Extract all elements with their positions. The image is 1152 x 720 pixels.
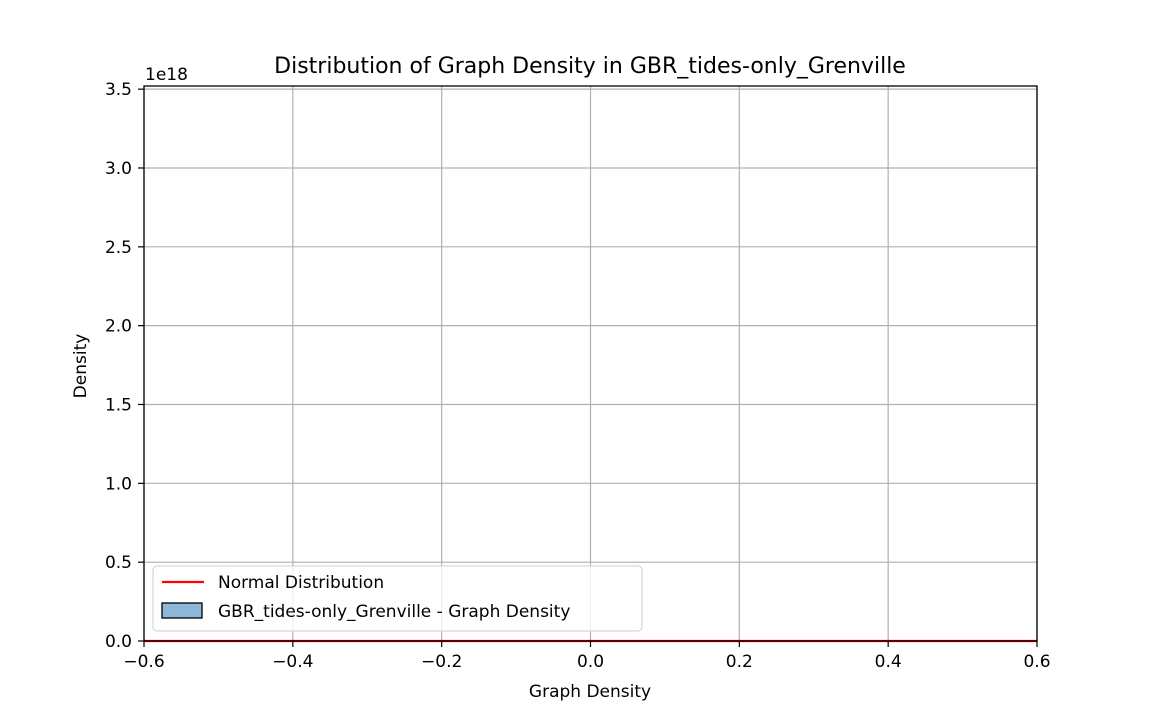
y-axis-label: Density: [71, 334, 91, 399]
x-tick-label: 0.2: [726, 652, 753, 672]
y-tick-label: 2.5: [105, 238, 132, 258]
y-tick-label: 3.0: [105, 159, 132, 179]
x-axis: −0.6 −0.4 −0.2 0.0 0.2 0.4 0.6: [123, 641, 1051, 672]
x-tick-label: 0.6: [1023, 652, 1050, 672]
y-tick-label: 1.0: [105, 474, 132, 494]
x-tick-label: −0.2: [421, 652, 462, 672]
y-axis-offset-label: 1e18: [145, 65, 188, 85]
y-tick-label: 3.5: [105, 80, 132, 100]
y-tick-label: 1.5: [105, 395, 132, 415]
x-tick-label: −0.4: [272, 652, 313, 672]
legend-entry-histogram: GBR_tides-only_Grenville - Graph Density: [218, 602, 570, 622]
x-axis-label: Graph Density: [529, 682, 651, 702]
x-tick-label: 0.0: [577, 652, 604, 672]
legend: Normal Distribution GBR_tides-only_Grenv…: [152, 565, 643, 632]
legend-entry-normal: Normal Distribution: [218, 573, 384, 593]
y-axis: 0.0 0.5 1.0 1.5 2.0 2.5 3.0 3.5: [105, 80, 144, 652]
y-tick-label: 0.0: [105, 632, 132, 652]
chart-title: Distribution of Graph Density in GBR_tid…: [274, 54, 906, 79]
x-tick-label: −0.6: [123, 652, 164, 672]
x-tick-label: 0.4: [875, 652, 902, 672]
y-tick-label: 0.5: [105, 553, 132, 573]
legend-patch-swatch: [161, 602, 203, 619]
y-tick-label: 2.0: [105, 317, 132, 337]
legend-box: [152, 565, 643, 632]
